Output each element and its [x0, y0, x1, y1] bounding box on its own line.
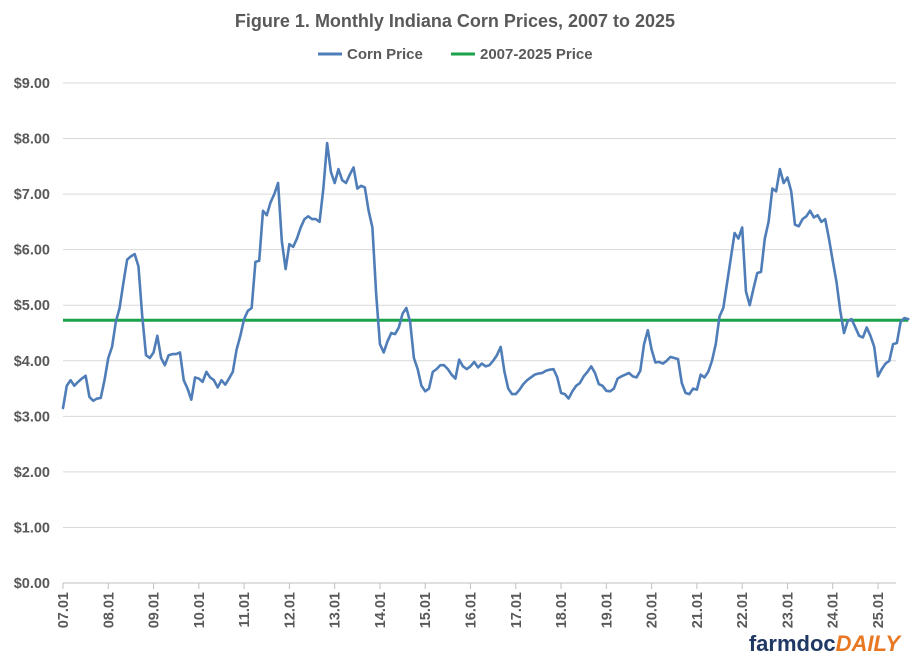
- x-tick-label: 24.01: [826, 592, 842, 628]
- x-tick-label: 08.01: [101, 592, 117, 628]
- y-tick-label: $3.00: [14, 409, 50, 425]
- x-tick-label: 16.01: [464, 592, 480, 628]
- y-tick-label: $6.00: [14, 243, 50, 259]
- y-axis: $0.00 $1.00 $2.00 $3.00 $4.00 $5.00 $6.00 $7.00…: [14, 76, 50, 592]
- y-tick-label: $5.00: [14, 298, 50, 314]
- x-tick-label: 13.01: [328, 592, 344, 628]
- brand-farmdoc: farmdoc: [749, 631, 836, 656]
- x-tick-label: 22.01: [735, 592, 751, 628]
- legend-label-average-price: 2007-2025 Price: [480, 46, 593, 63]
- series-line-corn-price: [61, 141, 910, 410]
- legend: Corn Price 2007-2025 Price: [318, 46, 593, 63]
- gridlines: [63, 82, 896, 528]
- x-tick-label: 11.01: [237, 592, 253, 628]
- brand-daily: DAILY: [836, 631, 903, 656]
- x-tick-label: 21.01: [690, 592, 706, 628]
- y-tick-label: $1.00: [14, 520, 50, 536]
- y-tick-label: $8.00: [14, 132, 50, 148]
- x-tick-label: 17.01: [509, 592, 525, 628]
- y-tick-label: $4.00: [14, 354, 50, 370]
- x-tick-label: 18.01: [554, 592, 570, 628]
- chart-title: Figure 1. Monthly Indiana Corn Prices, 2…: [235, 11, 675, 31]
- x-axis: 07.01 08.01 09.01 10.01 11.01 12.01 13.01 14.01…: [56, 582, 896, 628]
- x-tick-label: 20.01: [645, 592, 661, 628]
- y-tick-label: $7.00: [14, 187, 50, 203]
- x-tick-label: 25.01: [871, 592, 887, 628]
- x-tick-label: 23.01: [780, 592, 796, 628]
- y-tick-label: $0.00: [14, 576, 50, 592]
- x-tick-label: 10.01: [192, 592, 208, 628]
- series-layer: [61, 141, 910, 410]
- svg-text:farmdocDAILY: farmdocDAILY: [749, 631, 902, 656]
- farmdoc-daily-logo: farmdocDAILY: [749, 631, 902, 656]
- x-tick-label: 15.01: [418, 592, 434, 628]
- x-tick-label: 07.01: [56, 592, 72, 628]
- x-tick-label: 14.01: [373, 592, 389, 628]
- legend-label-corn-price: Corn Price: [347, 46, 423, 63]
- y-tick-label: $9.00: [14, 76, 50, 92]
- x-tick-label: 19.01: [599, 592, 615, 628]
- y-tick-label: $2.00: [14, 465, 50, 481]
- x-tick-label: 09.01: [147, 592, 163, 628]
- x-tick-label: 12.01: [282, 592, 298, 628]
